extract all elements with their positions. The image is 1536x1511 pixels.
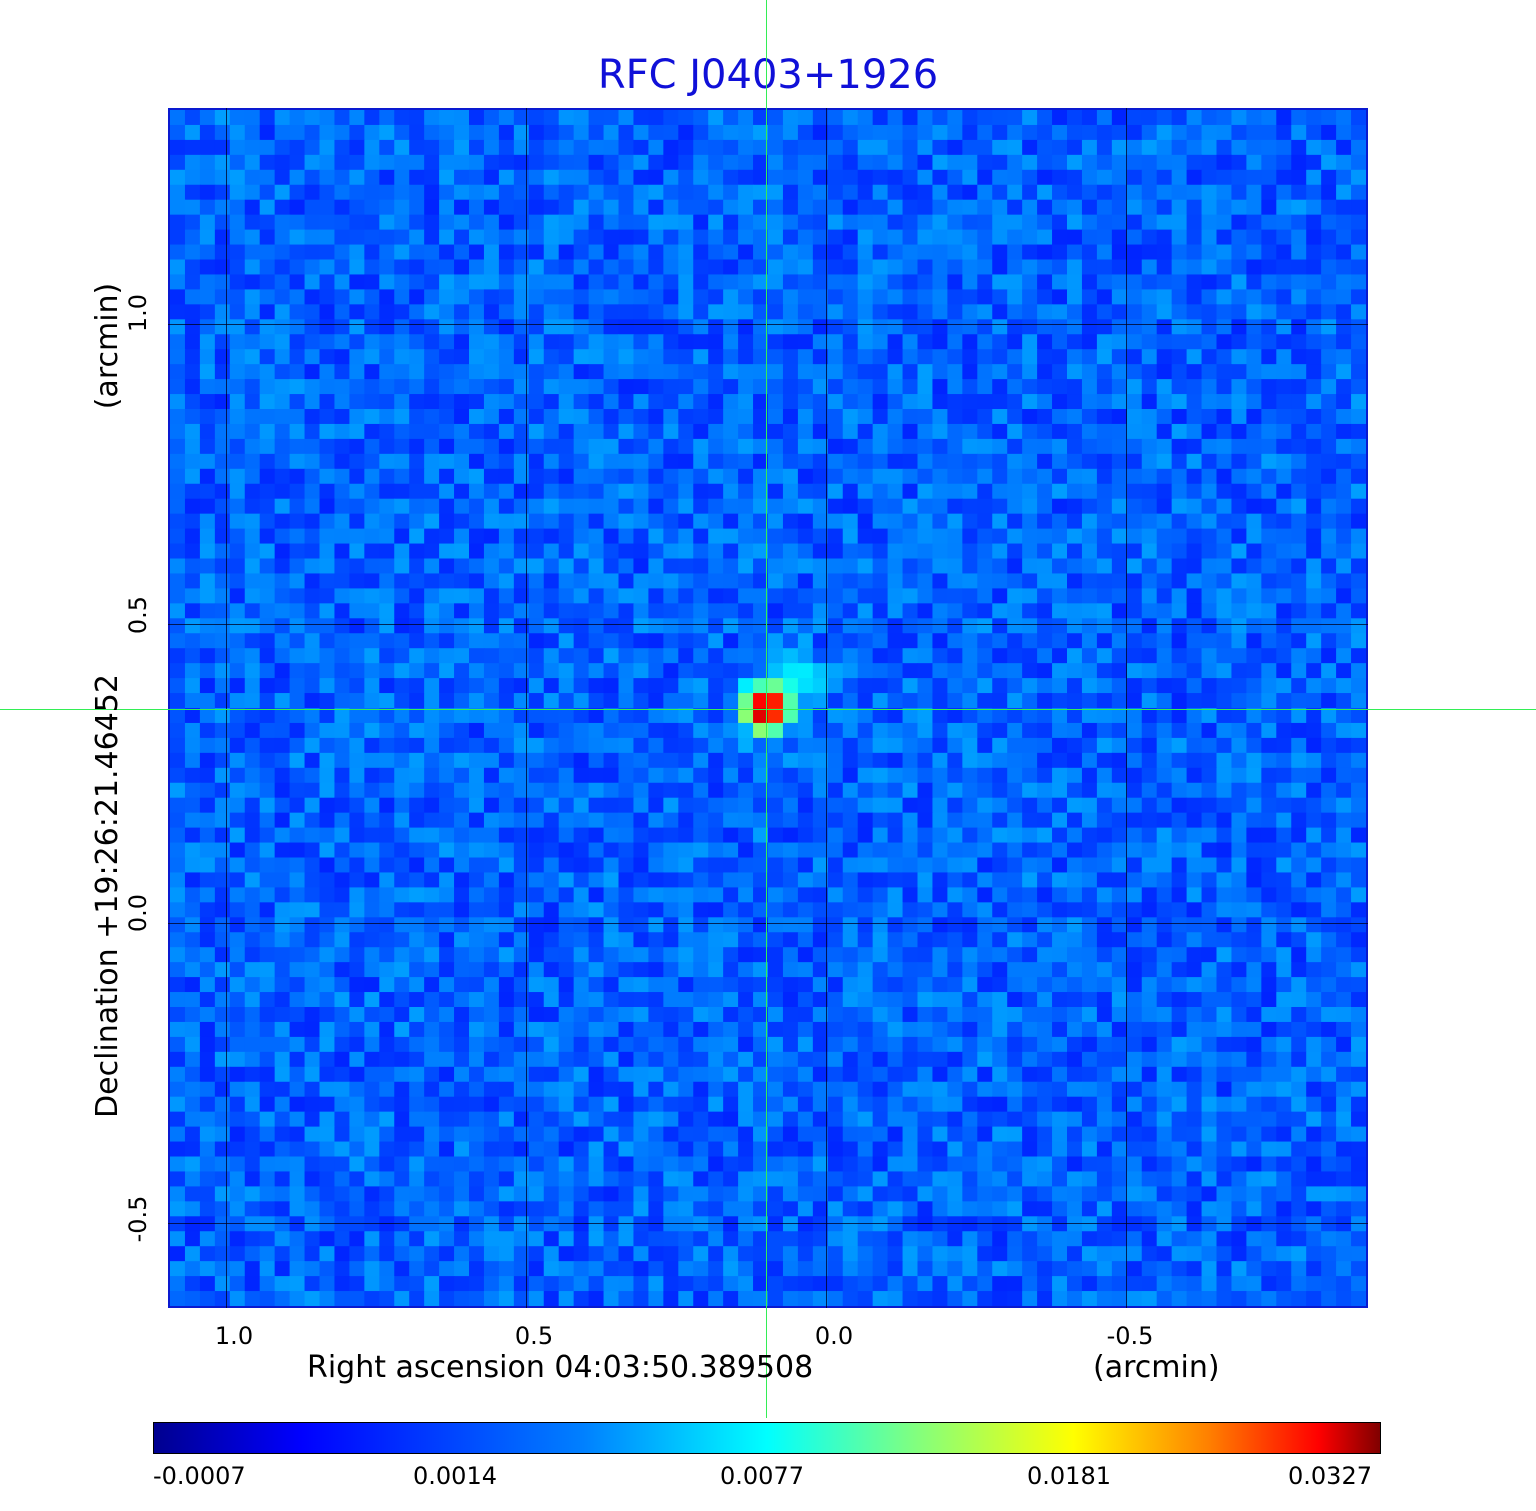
x-tick-label: 1.0 bbox=[214, 1322, 254, 1350]
x-axis-label: Right ascension 04:03:50.389508 bbox=[307, 1350, 814, 1385]
grid-line-y bbox=[168, 1223, 1368, 1224]
grid-line-x bbox=[826, 108, 827, 1308]
grid-line-y bbox=[168, 624, 1368, 625]
x-tick-label: 0.5 bbox=[514, 1322, 554, 1350]
y-axis-unit: (arcmin) bbox=[90, 282, 125, 410]
x-tick-label: 0.0 bbox=[814, 1322, 854, 1350]
x-tick-label: -0.5 bbox=[1106, 1322, 1154, 1350]
colorbar-tick-label: 0.0327 bbox=[1288, 1462, 1372, 1490]
grid-line-x bbox=[1126, 108, 1127, 1308]
plot-title: RFC J0403+1926 bbox=[597, 52, 939, 98]
y-tick-label: 0.5 bbox=[124, 595, 152, 635]
map-pixels bbox=[170, 110, 1366, 1306]
x-axis-unit: (arcmin) bbox=[1093, 1350, 1220, 1385]
grid-line-x bbox=[226, 108, 227, 1308]
crosshair-horizontal bbox=[0, 709, 1536, 710]
colorbar-tick-label: 0.0014 bbox=[413, 1462, 497, 1490]
colorbar bbox=[153, 1422, 1381, 1454]
y-tick-label: 0.0 bbox=[124, 893, 152, 933]
radio-map-image bbox=[168, 108, 1368, 1308]
grid-line-x bbox=[526, 108, 527, 1308]
grid-line-y bbox=[168, 923, 1368, 924]
colorbar-tick-label: 0.0181 bbox=[1027, 1462, 1111, 1490]
colorbar-tick-label: 0.0077 bbox=[720, 1462, 804, 1490]
y-tick-label: -0.5 bbox=[124, 1195, 152, 1243]
colorbar-tick-label: -0.0007 bbox=[153, 1462, 246, 1490]
y-tick-label: 1.0 bbox=[124, 293, 152, 333]
grid-line-y bbox=[168, 324, 1368, 325]
y-axis-label: Declination +19:26:21.46452 bbox=[90, 674, 125, 1118]
